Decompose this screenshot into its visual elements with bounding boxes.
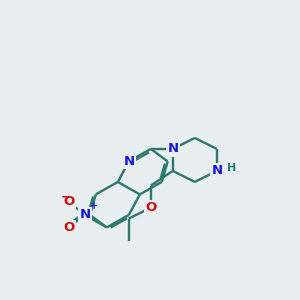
Text: N: N xyxy=(167,142,178,155)
Text: O: O xyxy=(63,221,74,234)
Text: O: O xyxy=(63,195,74,208)
Text: N: N xyxy=(123,155,134,168)
Text: −: − xyxy=(61,190,71,203)
Text: +: + xyxy=(90,201,98,212)
Text: N: N xyxy=(211,164,222,177)
Text: O: O xyxy=(145,201,156,214)
Text: N: N xyxy=(79,208,90,221)
Text: H: H xyxy=(227,163,236,173)
